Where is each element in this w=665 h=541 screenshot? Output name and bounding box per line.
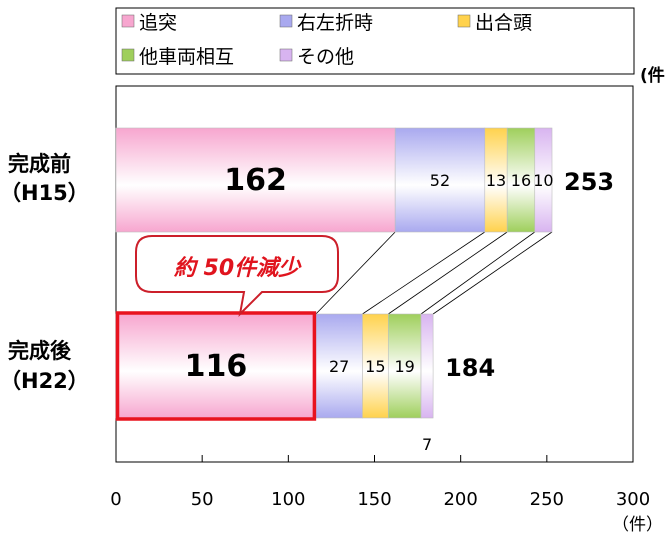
x-tick-label: 300 xyxy=(616,489,650,510)
category-before-line1: 完成前 xyxy=(8,152,71,176)
x-tick-label: 50 xyxy=(191,489,214,510)
legend-label: 右左折時 xyxy=(297,12,373,34)
connector-line xyxy=(315,231,396,315)
category-label-after: 完成後 （H22） xyxy=(0,339,89,393)
legend-label: 出合頭 xyxy=(475,12,532,34)
total-label: 253 xyxy=(564,168,614,196)
connector-line xyxy=(420,231,536,315)
reduction-callout: 約 50件減少 xyxy=(135,235,339,317)
highlight-frame xyxy=(115,311,317,421)
data-label: 15 xyxy=(365,357,385,376)
legend-label: その他 xyxy=(297,46,354,68)
data-label: 27 xyxy=(329,357,349,376)
legend-label: 追突 xyxy=(139,12,177,34)
data-label: 116 xyxy=(185,349,248,384)
category-before-line2: （H15） xyxy=(0,181,89,205)
data-label: 52 xyxy=(430,171,450,190)
x-axis-unit: （件） xyxy=(612,515,663,535)
x-tick-label: 250 xyxy=(530,489,564,510)
bar-segment xyxy=(534,127,553,233)
legend-swatch xyxy=(121,48,135,62)
connector-line xyxy=(388,231,508,315)
data-label: 10 xyxy=(533,171,553,190)
legend-swatch xyxy=(121,14,135,28)
bars xyxy=(115,127,553,421)
data-label: 16 xyxy=(511,171,531,190)
x-tick-label: 150 xyxy=(357,489,391,510)
bar-segment xyxy=(315,313,363,419)
bar-segment xyxy=(394,127,486,233)
legend-swatch xyxy=(457,14,471,28)
bar-segment xyxy=(115,127,396,233)
data-label: 162 xyxy=(224,163,287,198)
bar-labels: 162 52 13 16 10 253 116 27 15 19 7 184 xyxy=(185,163,614,454)
legend-swatch xyxy=(279,14,293,28)
bar-segment xyxy=(387,313,422,419)
callout-text: 約 50件減少 xyxy=(174,255,302,281)
x-tick-label: 100 xyxy=(271,489,305,510)
data-label: 13 xyxy=(486,171,506,190)
data-label: 7 xyxy=(422,435,432,454)
category-label-before: 完成前 （H15） xyxy=(0,152,89,205)
category-after-line2: （H22） xyxy=(0,369,89,393)
x-axis: 0 50 100 150 200 250 300 xyxy=(110,455,650,510)
connector-line xyxy=(362,231,486,315)
bar-segment xyxy=(115,313,317,419)
bar-segment xyxy=(420,313,434,419)
total-label: 184 xyxy=(445,354,495,382)
legend-frame xyxy=(115,7,635,75)
connector-line xyxy=(432,231,553,315)
category-after-line1: 完成後 xyxy=(8,339,72,363)
cut-unit-label: (件 xyxy=(640,65,665,86)
data-label: 19 xyxy=(394,357,414,376)
x-tick-label: 0 xyxy=(110,489,121,510)
connector-lines xyxy=(315,231,553,315)
callout-bubble xyxy=(135,235,339,317)
legend-swatch xyxy=(279,48,293,62)
x-tick-label: 200 xyxy=(443,489,477,510)
legend-label: 他車両相互 xyxy=(139,46,234,68)
